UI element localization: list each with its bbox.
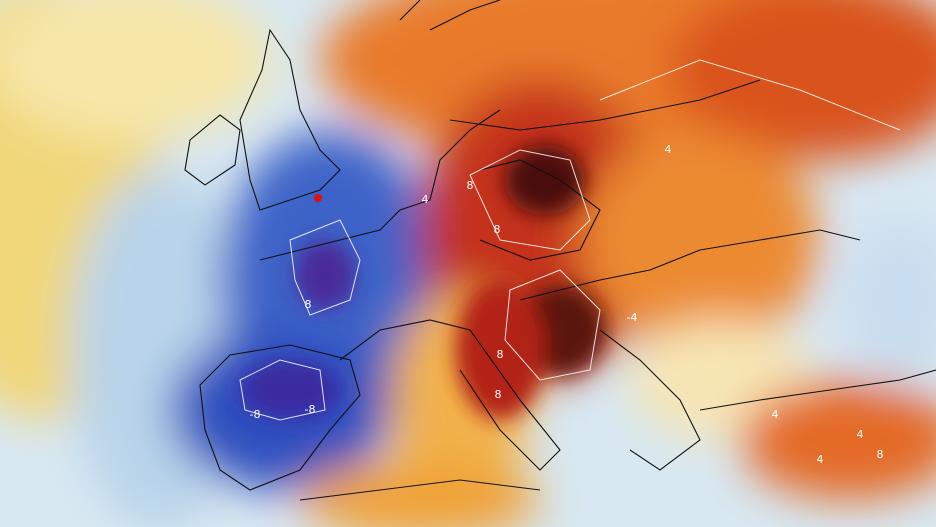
contour-label: 8 [467,179,474,192]
contour-label: 8 [495,388,502,401]
contour-label: -8 [250,408,261,421]
contour-label: 8 [305,298,312,311]
contour-label: -8 [305,403,316,416]
contour-label: 8 [877,448,884,461]
contour-label: -4 [627,311,638,324]
contour-label: 4 [772,408,779,421]
location-marker [314,194,322,202]
contour-label: 4 [665,143,672,156]
coastlines [184,0,936,501]
contour-label: 8 [497,348,504,361]
anomaly-cores [240,145,605,420]
contours [239,59,901,421]
contour-label: 8 [494,223,501,236]
contour-label: 4 [857,428,864,441]
contour-label: 4 [817,453,824,466]
contour-label: 4 [422,193,429,206]
